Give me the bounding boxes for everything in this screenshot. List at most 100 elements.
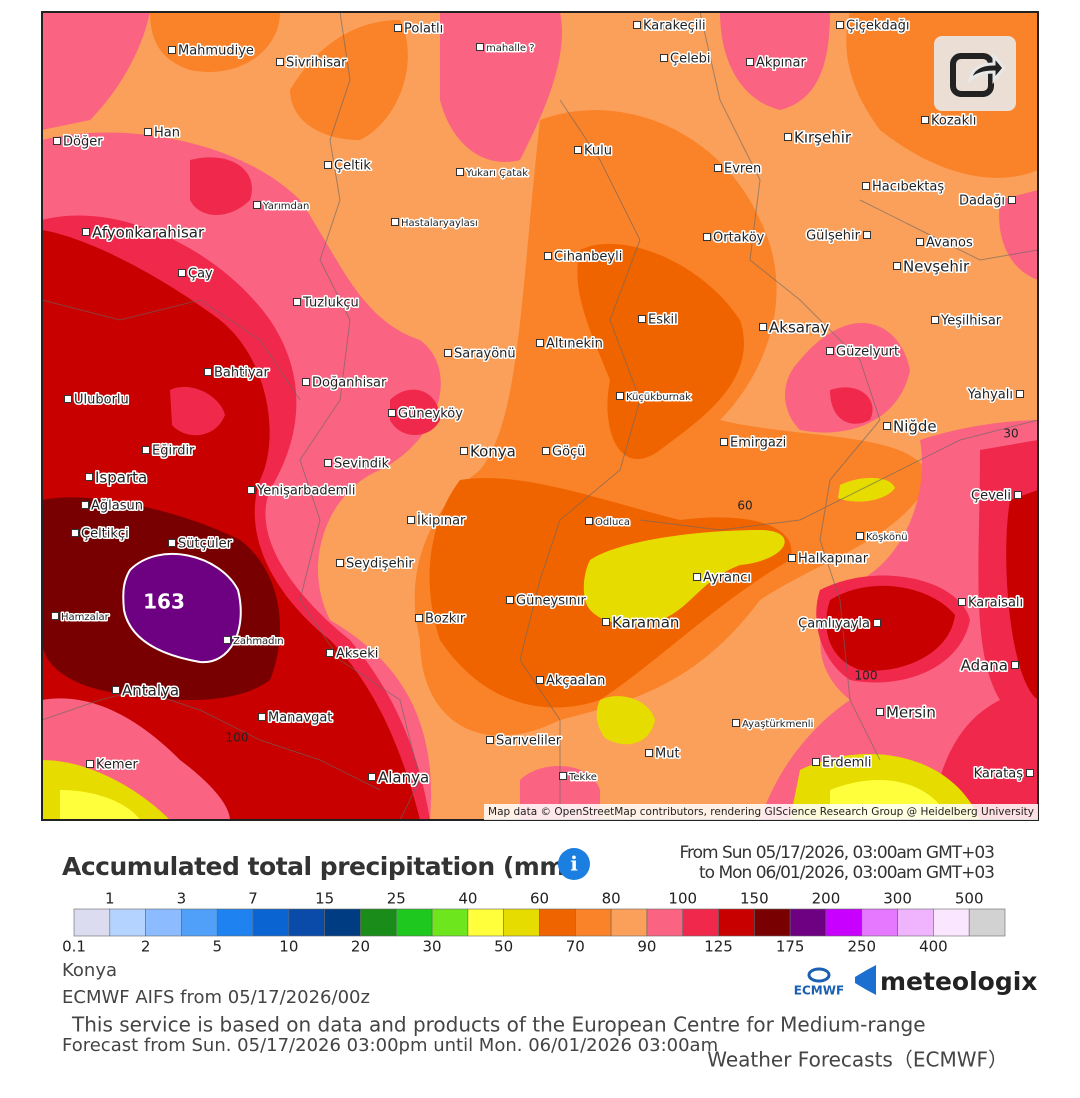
city-label: Akçaalan [546, 674, 605, 689]
city-marker [253, 201, 261, 209]
legend-swatch [646, 908, 684, 937]
ecmwf-text: ECMWF [794, 984, 844, 998]
city-marker [486, 736, 494, 744]
city-marker [542, 447, 550, 455]
share-button[interactable] [934, 36, 1016, 111]
city-marker [444, 349, 452, 357]
city-label: Isparta [95, 469, 147, 487]
city-label: Döğer [63, 135, 103, 150]
city-marker [247, 486, 255, 494]
legend-bound: 30 [423, 938, 442, 956]
city-marker [714, 164, 722, 172]
city-marker [921, 116, 929, 124]
city-marker [544, 252, 552, 260]
city-marker [720, 438, 728, 446]
city-label: Ayaştürkmenli [742, 719, 813, 730]
city-marker [324, 459, 332, 467]
city-marker [394, 24, 402, 32]
legend-bound: 500 [955, 890, 984, 908]
legend-swatch [718, 908, 755, 937]
legend-swatch [682, 908, 719, 937]
city-label: Yarımdan [262, 201, 309, 212]
city-label: Hamzalar [61, 612, 110, 623]
city-marker [276, 58, 284, 66]
city-label: Manavgat [268, 711, 332, 726]
city-marker [391, 218, 399, 226]
city-marker [958, 598, 966, 606]
city-label: Adana [961, 657, 1008, 675]
share-icon[interactable] [950, 53, 994, 97]
city-label: Halkapınar [798, 552, 869, 567]
contour-label: 30 [1003, 427, 1018, 441]
city-marker [616, 392, 624, 400]
brand-logo: meteologix [855, 965, 1037, 996]
city-marker [759, 323, 767, 331]
city-label: Uluborlu [74, 393, 129, 408]
legend-swatch [575, 908, 612, 937]
legend-swatch [467, 908, 504, 937]
city-marker [826, 347, 834, 355]
city-marker [456, 168, 464, 176]
city-label: Kozaklı [931, 114, 976, 129]
city-label: Ortaköy [713, 231, 765, 246]
legend-swatch [933, 908, 970, 937]
city-label: Çeltikçi [81, 527, 129, 542]
city-label: Güneyköy [398, 407, 463, 422]
city-label: Akseki [336, 647, 378, 662]
city-marker [302, 378, 310, 386]
city-marker [293, 298, 301, 306]
city-marker [258, 713, 266, 721]
city-label: Çelebi [670, 52, 711, 67]
city-marker [1016, 390, 1024, 398]
city-marker [574, 146, 582, 154]
city-label: Nevşehir [903, 258, 970, 276]
city-label: Sivrihisar [286, 56, 347, 71]
city-label: Emirgazi [730, 436, 786, 451]
city-marker [168, 46, 176, 54]
legend-swatch [539, 908, 576, 937]
legend-title: Accumulated total precipitation (mm) [62, 852, 576, 881]
city-label: Afyonkarahisar [92, 224, 205, 242]
city-marker [883, 422, 891, 430]
legend-swatch [288, 908, 325, 937]
legend-bound: 70 [566, 938, 585, 956]
city-marker [893, 262, 901, 270]
city-label: Erdemli [822, 756, 871, 771]
city-marker [388, 409, 396, 417]
city-label: Küçükburnak [626, 392, 691, 403]
city-label: Gülşehir [806, 229, 861, 244]
city-label: Altınekin [546, 337, 603, 352]
city-marker [536, 339, 544, 347]
notice-line2: Weather Forecasts（ECMWF） [707, 1048, 1008, 1072]
city-label: Mersin [886, 704, 936, 722]
legend-swatch [216, 908, 254, 937]
city-label: Karaman [612, 614, 679, 632]
legend-bound: 7 [248, 890, 258, 908]
city-label: Kulu [584, 144, 612, 159]
city-label: Niğde [893, 418, 937, 436]
brand-text: meteologix [880, 967, 1037, 996]
share-arrow[interactable] [967, 51, 1006, 85]
city-marker [1014, 491, 1022, 499]
info-button[interactable]: i [558, 848, 590, 880]
city-marker [1026, 769, 1034, 777]
city-label: Zahmadın [233, 636, 284, 647]
city-marker [476, 43, 484, 51]
city-marker [86, 760, 94, 768]
city-label: Yukarı Çatak [465, 168, 528, 179]
legend-swatch [754, 908, 791, 937]
city-label: Antalya [122, 682, 179, 700]
legend-bound: 5 [212, 938, 222, 956]
info-glyph[interactable]: i [570, 852, 578, 876]
city-label: Ayrancı [703, 571, 751, 586]
ecmwf-logo: ECMWF [794, 967, 844, 998]
city-marker [784, 133, 792, 141]
period-from: From Sun 05/17/2026, 03:00am GMT+03 [679, 843, 994, 863]
city-label: Mahmudiye [178, 44, 254, 59]
legend-swatch [360, 908, 397, 937]
legend-bound: 200 [812, 890, 841, 908]
info-icon[interactable] [558, 848, 590, 880]
city-marker [645, 749, 653, 757]
legend-bound: 90 [637, 938, 656, 956]
city-marker [460, 447, 468, 455]
